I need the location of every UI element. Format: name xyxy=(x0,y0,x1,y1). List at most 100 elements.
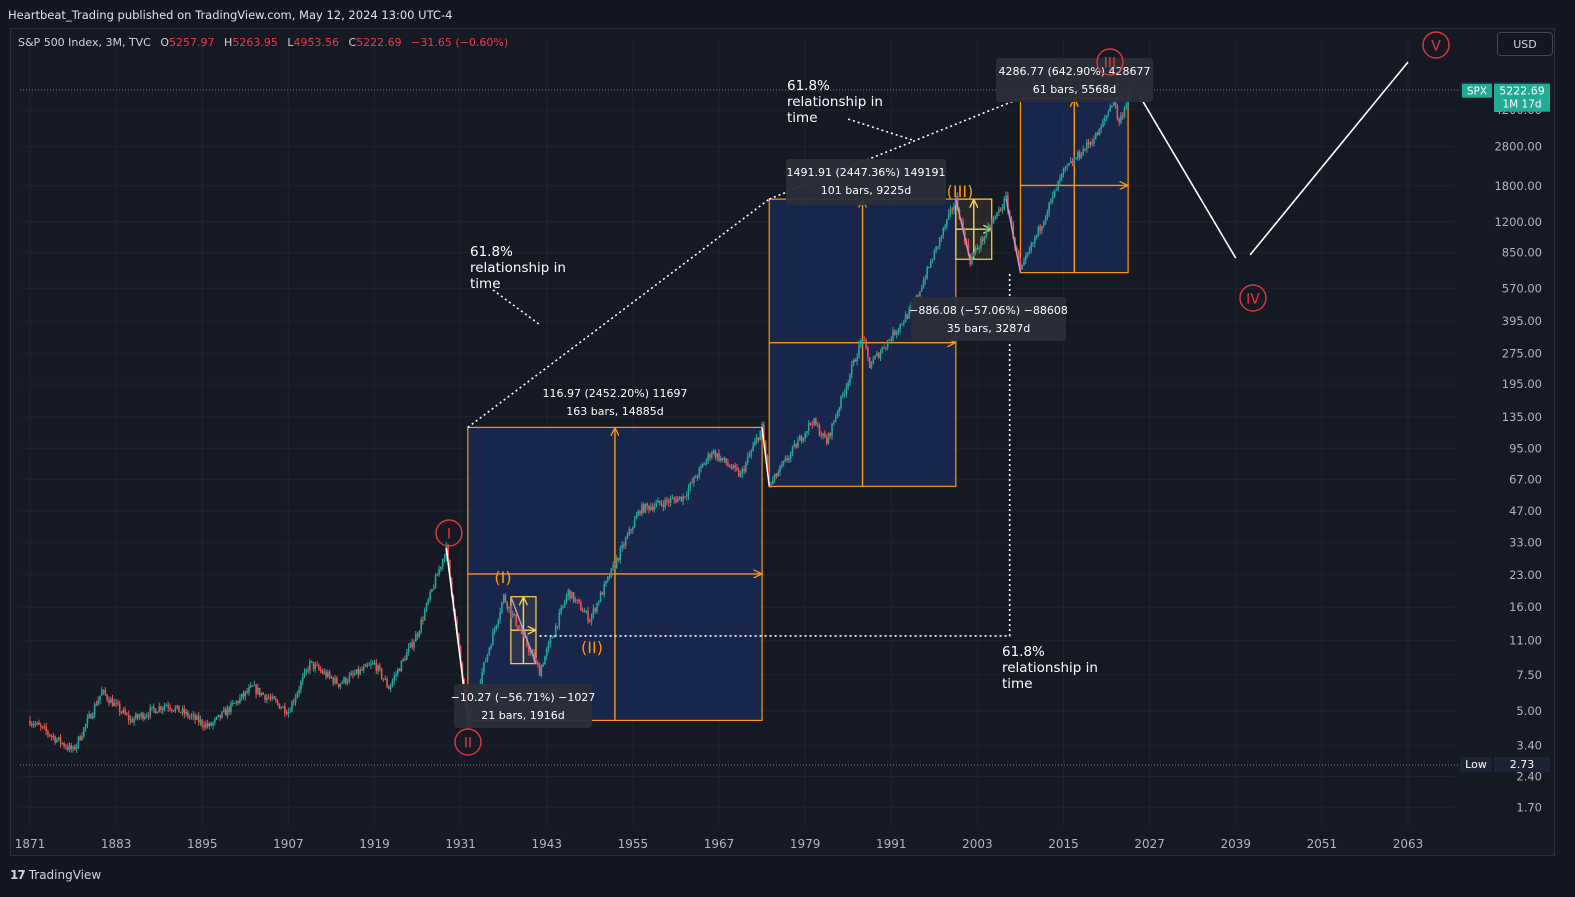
annotations: −10.27 (−56.71%) −1027 21 bars, 1916d 116.… xyxy=(435,31,1450,756)
candle-body xyxy=(874,355,876,359)
candle-body xyxy=(687,488,690,496)
candle-body xyxy=(865,340,867,348)
x-tick-label: 1895 xyxy=(187,837,218,851)
subwave-label: (II) xyxy=(581,638,603,657)
candle-body xyxy=(840,395,842,408)
candle-body xyxy=(343,677,345,683)
candle-body xyxy=(145,715,148,717)
candle-body xyxy=(504,594,507,603)
high-label: H xyxy=(224,36,233,49)
candle-body xyxy=(312,662,315,669)
candle-body xyxy=(1120,115,1122,123)
x-tick-label: 1883 xyxy=(101,837,132,851)
x-tick-label: 1979 xyxy=(790,837,821,851)
x-tick-label: 2051 xyxy=(1307,837,1338,851)
candle-body xyxy=(275,698,277,701)
y-tick-label: 7.50 xyxy=(1516,668,1542,682)
candle-body xyxy=(626,534,629,539)
candle-body xyxy=(615,558,618,568)
candle-body xyxy=(990,222,993,229)
low-badge-label: Low xyxy=(1465,758,1487,771)
candle-body xyxy=(1066,165,1068,167)
candle-body xyxy=(34,723,37,725)
measure-tooltip-bg xyxy=(911,297,1066,341)
measure-change: −886.08 (−57.06%) −88608 xyxy=(909,304,1068,317)
candle-body xyxy=(560,607,562,613)
candle-body xyxy=(153,706,155,709)
y-tick-label: 1.70 xyxy=(1516,800,1542,814)
candle-body xyxy=(413,641,415,648)
candle-body xyxy=(780,464,783,467)
candle-body xyxy=(743,468,745,472)
candle-body xyxy=(908,308,910,319)
candle-body xyxy=(822,433,824,437)
candle-body xyxy=(282,706,284,708)
candle-body xyxy=(1062,168,1065,174)
candle-body xyxy=(565,596,568,603)
candle-body xyxy=(1077,151,1079,159)
candle-body xyxy=(831,423,833,436)
candle-body xyxy=(1111,105,1113,107)
candle-body xyxy=(745,462,747,472)
logo-text: TradingView xyxy=(28,868,102,882)
x-tick-label: 1871 xyxy=(15,837,46,851)
candle-body xyxy=(205,723,207,728)
candle-body xyxy=(892,330,894,340)
candle-body xyxy=(824,433,826,438)
candle-body xyxy=(885,347,887,349)
candle-body xyxy=(931,259,934,261)
candle-body xyxy=(786,458,788,461)
candle-body xyxy=(658,500,661,504)
candle-body xyxy=(1050,199,1052,203)
candle-body xyxy=(45,726,47,732)
candle-body xyxy=(798,436,801,441)
candle-body xyxy=(298,689,300,693)
wave-circle xyxy=(1096,48,1124,76)
candle-body xyxy=(610,568,613,578)
candle-body xyxy=(187,711,189,717)
candle-body xyxy=(1068,163,1070,166)
symbol-legend[interactable]: S&P 500 Index, 3M, TVC O5257.97 H5263.95… xyxy=(18,36,508,49)
candle-body xyxy=(115,702,117,704)
currency-button[interactable]: USD xyxy=(1497,32,1553,56)
candle-body xyxy=(775,474,778,477)
candle-body xyxy=(257,687,259,694)
candle-body xyxy=(608,576,611,578)
candle-body xyxy=(352,673,354,675)
y-tick-label: 67.00 xyxy=(1509,472,1542,486)
candle-body xyxy=(1033,237,1036,244)
candle-body xyxy=(836,411,839,418)
current-price-value: 5222.69 xyxy=(1499,85,1545,98)
candle-body xyxy=(249,685,252,688)
x-tick-label: 1943 xyxy=(531,837,562,851)
candle-body xyxy=(816,425,819,427)
candle-body xyxy=(847,382,849,387)
candle-body xyxy=(129,719,132,721)
candle-body xyxy=(1059,178,1061,182)
candle-body xyxy=(307,669,309,671)
candle-body xyxy=(334,677,336,684)
candle-body xyxy=(876,353,878,356)
candle-body xyxy=(938,237,941,247)
candle-body xyxy=(501,602,503,613)
candle-body xyxy=(1003,197,1006,208)
candle-body xyxy=(1107,111,1110,116)
candle-body xyxy=(90,714,92,719)
candle-body xyxy=(68,745,71,750)
measure-change: −10.27 (−56.71%) −1027 xyxy=(451,691,596,704)
candle-body xyxy=(431,589,433,592)
candle-body xyxy=(506,602,509,609)
candle-body xyxy=(1118,118,1120,123)
close-label: C xyxy=(348,36,357,49)
candle-body xyxy=(542,664,544,667)
candle-body xyxy=(1041,225,1043,231)
candle-body xyxy=(1007,195,1009,212)
candle-body xyxy=(262,692,265,695)
tradingview-logo[interactable]: 17 TradingView xyxy=(10,868,101,882)
candle-body xyxy=(181,708,184,713)
candle-body xyxy=(330,676,333,678)
low-label: L xyxy=(287,36,294,49)
candle-body xyxy=(237,701,239,703)
candle-body xyxy=(904,314,907,323)
